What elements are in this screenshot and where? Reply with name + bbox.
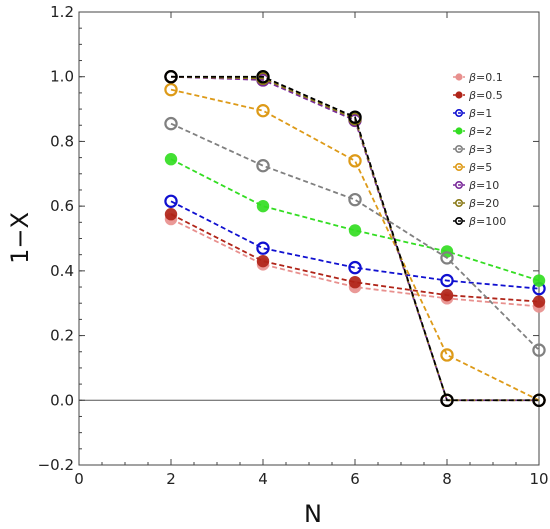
series-line [170, 218, 540, 308]
legend-entry: β=100 [453, 215, 506, 228]
data-point [256, 199, 270, 213]
legend-label: β=100 [468, 215, 506, 228]
data-point [348, 224, 362, 237]
data-point [164, 82, 178, 97]
legend-marker [454, 199, 463, 208]
data-point [164, 208, 178, 221]
y-tick-label: 0.2 [50, 327, 74, 345]
series-3 [164, 153, 546, 287]
legend-label: β=20 [468, 197, 499, 210]
data-point [532, 274, 546, 287]
data-point [348, 275, 362, 289]
y-tick-label: 0.4 [50, 262, 74, 280]
legend-entry: β=3 [453, 143, 492, 156]
x-axis-label: N [304, 500, 322, 528]
series-line [170, 200, 540, 290]
x-tick-label: 0 [74, 470, 84, 488]
legend-label: β=1 [468, 107, 492, 120]
legend-entry: β=20 [453, 197, 499, 210]
legend-label: β=5 [468, 161, 492, 174]
y-tick-label: 1.0 [50, 68, 74, 86]
legend-marker [454, 145, 463, 154]
data-point [440, 251, 454, 265]
x-tick-label: 10 [529, 470, 548, 488]
legend-entry: β=1 [453, 107, 492, 120]
x-tick-label: 6 [350, 470, 360, 488]
data-point [164, 116, 178, 131]
data-point [440, 348, 454, 362]
legend-marker [454, 181, 463, 190]
legend-marker [454, 109, 463, 118]
series-2 [164, 194, 546, 296]
data-point [532, 393, 546, 407]
y-tick-label: 0.0 [50, 391, 74, 409]
data-point [440, 393, 454, 407]
data-point [164, 70, 178, 84]
legend-label: β=0.5 [468, 89, 503, 102]
data-point [348, 154, 362, 168]
series-line [170, 88, 540, 402]
legend-label: β=0.1 [468, 71, 503, 84]
data-point [440, 288, 454, 302]
series-line [170, 122, 540, 351]
legend-entry: β=0.5 [453, 89, 503, 102]
legend-entry: β=2 [453, 125, 492, 138]
series-7 [164, 70, 546, 407]
legend-label: β=3 [468, 143, 492, 156]
data-point [532, 295, 546, 308]
y-tick-label: 0.6 [50, 197, 74, 215]
data-point [348, 260, 362, 275]
legend-marker [454, 217, 463, 226]
legend-marker [455, 91, 463, 99]
series-1 [164, 208, 546, 308]
data-point [164, 194, 178, 208]
y-tick-label: 1.2 [50, 3, 74, 21]
series-8 [164, 70, 546, 407]
y-tick-label: 0.8 [50, 132, 74, 150]
data-point [348, 110, 362, 124]
data-point [256, 241, 270, 255]
series-line [170, 158, 540, 282]
data-point [256, 70, 270, 84]
x-tick-label: 4 [258, 470, 268, 488]
y-tick-label: −0.2 [38, 456, 74, 474]
legend-marker [455, 73, 463, 81]
data-point [164, 153, 178, 166]
legend-label: β=10 [468, 179, 499, 192]
series-4 [164, 116, 546, 357]
legend-entry: β=5 [453, 161, 492, 174]
data-point [256, 103, 270, 118]
legend-marker [454, 163, 463, 172]
legend-entry: β=0.1 [453, 71, 503, 84]
data-point [532, 343, 546, 357]
x-tick-label: 8 [442, 470, 452, 488]
legend-entry: β=10 [453, 179, 499, 192]
data-point [440, 273, 454, 288]
data-point [256, 254, 270, 268]
x-tick-label: 2 [166, 470, 176, 488]
series-line [171, 75, 539, 402]
data-point [348, 192, 362, 207]
data-point [256, 158, 270, 173]
series-line [170, 213, 540, 303]
legend-label: β=2 [468, 125, 492, 138]
legend-marker [455, 127, 463, 135]
y-axis-label: 1−X [6, 212, 34, 264]
